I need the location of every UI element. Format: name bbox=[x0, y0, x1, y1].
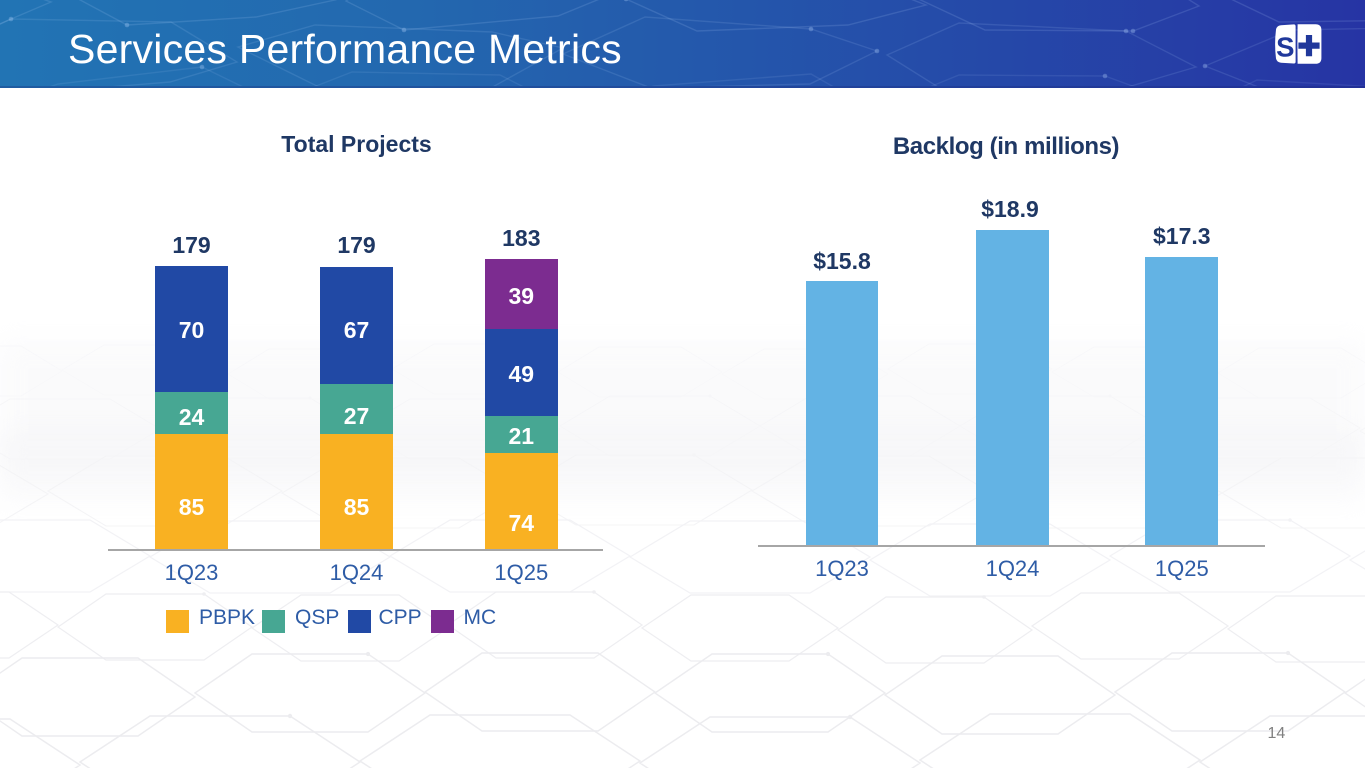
svg-text:S: S bbox=[1276, 31, 1294, 62]
